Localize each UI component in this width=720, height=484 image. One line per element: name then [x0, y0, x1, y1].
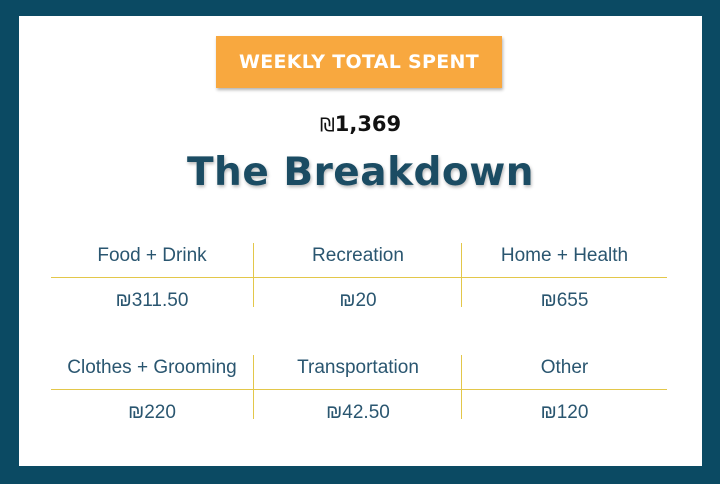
weekly-total-badge: WEEKLY TOTAL SPENT [216, 36, 502, 88]
category-amount: ₪42.50 [326, 402, 390, 423]
category-label: Clothes + Grooming [51, 355, 253, 390]
total-value: 1,369 [334, 112, 402, 136]
category-other: Other ₪120 [461, 355, 667, 423]
category-amount: ₪20 [339, 290, 377, 311]
category-amount: ₪120 [540, 402, 589, 423]
category-home-health: Home + Health ₪655 [461, 243, 667, 311]
category-label: Transportation [254, 355, 462, 390]
category-label: Recreation [254, 243, 462, 278]
category-clothes-grooming: Clothes + Grooming ₪220 [51, 355, 253, 423]
currency-symbol: ₪ [319, 114, 335, 136]
page-title: The Breakdown [186, 150, 535, 195]
summary-card: WEEKLY TOTAL SPENT ₪1,369 The Breakdown … [19, 16, 702, 466]
category-amount: ₪655 [540, 290, 589, 311]
category-label: Other [462, 355, 667, 390]
category-label: Food + Drink [51, 243, 253, 278]
category-label: Home + Health [462, 243, 667, 278]
weekly-total-amount: ₪1,369 [19, 112, 702, 136]
category-amount: ₪220 [128, 402, 176, 423]
category-amount: ₪311.50 [115, 290, 189, 311]
category-transportation: Transportation ₪42.50 [253, 355, 462, 423]
category-recreation: Recreation ₪20 [253, 243, 462, 311]
category-food-drink: Food + Drink ₪311.50 [51, 243, 253, 311]
